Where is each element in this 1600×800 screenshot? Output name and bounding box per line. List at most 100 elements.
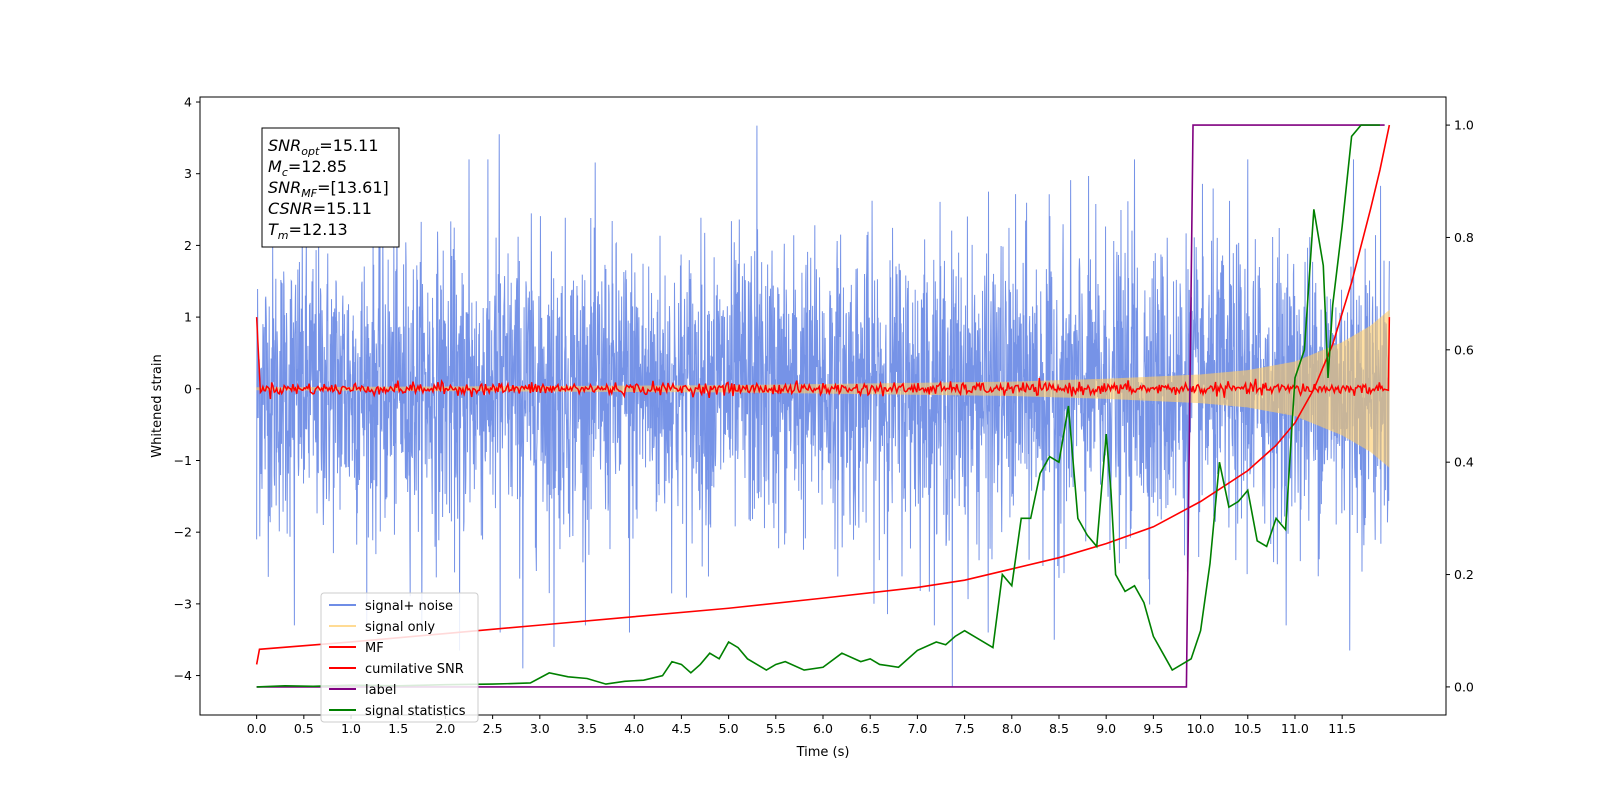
x-tick-label: 7.0	[907, 721, 927, 736]
signal-statistics-line	[256, 124, 1380, 688]
y2-tick-label: 0.2	[1454, 567, 1474, 582]
y2-tick-label: 0.4	[1454, 455, 1474, 470]
x-tick: 4.0	[624, 715, 644, 736]
y-tick-label: 1	[184, 310, 192, 325]
mf-series	[255, 317, 1391, 400]
y-tick-label: 4	[184, 95, 192, 110]
x-tick-label: 7.5	[955, 721, 975, 736]
x-tick-label: 0.5	[294, 721, 314, 736]
y2-tick: 1.0	[1446, 118, 1474, 133]
x-tick-label: 8.5	[1049, 721, 1069, 736]
x-tick: 7.0	[907, 715, 927, 736]
annotation-line: CSNR=15.11	[268, 199, 372, 218]
x-tick: 6.0	[813, 715, 833, 736]
legend-item: cumilative SNR	[329, 662, 464, 677]
signal-statistics-series	[256, 124, 1380, 688]
legend-label: signal statistics	[365, 704, 466, 719]
y-tick: −3	[174, 596, 200, 611]
x-tick-label: 1.5	[388, 721, 408, 736]
signal-noise-series	[256, 125, 1390, 687]
x-tick-label: 9.5	[1143, 721, 1163, 736]
y-tick: −2	[174, 525, 200, 540]
cumilative-snr-series	[255, 124, 1391, 665]
x-tick-label: 2.0	[435, 721, 455, 736]
annotation-line: Mc=12.85	[268, 157, 347, 179]
legend-frame	[320, 592, 479, 723]
stats-annotation-box: SNRopt=15.11Mc=12.85SNRMF=[13.61]CSNR=15…	[261, 127, 400, 248]
annotation-line: SNRopt=15.11	[268, 136, 379, 158]
y2-tick-label: 0.6	[1454, 342, 1474, 357]
x-tick: 0.5	[294, 715, 314, 736]
y-tick-label: 0	[184, 381, 192, 396]
x-tick-label: 10.0	[1187, 721, 1215, 736]
x-tick-label: 8.0	[1002, 721, 1022, 736]
legend-item: signal+ noise	[329, 599, 453, 614]
legend-item: signal statistics	[329, 704, 466, 719]
y2-tick: 0.4	[1446, 455, 1474, 470]
y-tick-label: 2	[184, 238, 192, 253]
y2-tick-label: 1.0	[1454, 118, 1474, 133]
legend-label: label	[365, 683, 396, 698]
x-tick-label: 2.5	[483, 721, 503, 736]
plot-area	[255, 124, 1391, 688]
legend-label: MF	[365, 641, 384, 656]
x-tick-label: 10.5	[1234, 721, 1262, 736]
axis-ticks: 0.0 0.5 1.0 1.5 2.0 2.5 3.0 3.5 4.0 4.5 5.0 5.5 6.0 6…	[174, 95, 1474, 736]
x-tick: 3.0	[530, 715, 550, 736]
label-series	[256, 124, 1385, 688]
x-tick-label: 5.0	[719, 721, 739, 736]
x-tick-label: 3.0	[530, 721, 550, 736]
y2-tick: 0.6	[1446, 342, 1474, 357]
y2-tick-label: 0.0	[1454, 679, 1474, 694]
x-tick: 0.0	[247, 715, 267, 736]
y-tick: 3	[184, 166, 200, 181]
x-tick-label: 6.5	[860, 721, 880, 736]
x-tick-label: 4.5	[671, 721, 691, 736]
x-tick: 9.5	[1143, 715, 1163, 736]
y2-tick: 0.2	[1446, 567, 1474, 582]
y-tick-label: −3	[174, 596, 192, 611]
y-tick: −4	[174, 668, 200, 683]
x-tick: 8.0	[1002, 715, 1022, 736]
x-tick: 5.5	[766, 715, 786, 736]
legend: signal+ noise signal only MF cumilative SNR…	[320, 592, 479, 723]
mf-line	[255, 317, 1391, 400]
y-tick-label: −2	[174, 525, 192, 540]
y-tick: 2	[184, 238, 200, 253]
y-tick: 0	[184, 381, 200, 396]
x-tick: 10.5	[1234, 715, 1262, 736]
x-tick: 9.0	[1096, 715, 1116, 736]
x-tick: 7.5	[955, 715, 975, 736]
x-tick: 11.5	[1328, 715, 1356, 736]
y-tick-label: −1	[174, 453, 192, 468]
x-tick: 10.0	[1187, 715, 1215, 736]
legend-item: signal only	[329, 620, 435, 635]
legend-item: label	[329, 683, 396, 698]
x-tick: 8.5	[1049, 715, 1069, 736]
x-axis-label: Time (s)	[796, 745, 850, 760]
x-tick-label: 1.0	[341, 721, 361, 736]
x-tick: 6.5	[860, 715, 880, 736]
x-tick-label: 4.0	[624, 721, 644, 736]
x-tick: 4.5	[671, 715, 691, 736]
y-tick-label: −4	[174, 668, 192, 683]
cumilative-snr-line	[255, 124, 1391, 665]
legend-label: signal only	[365, 620, 435, 635]
x-tick: 2.5	[483, 715, 503, 736]
annotation-line: SNRMF=[13.61]	[268, 178, 389, 200]
y-tick: 1	[184, 310, 200, 325]
legend-item: MF	[329, 641, 384, 656]
x-tick-label: 0.0	[247, 721, 267, 736]
y-tick: −1	[174, 453, 200, 468]
legend-label: signal+ noise	[365, 599, 453, 614]
x-tick: 5.0	[719, 715, 739, 736]
y2-tick: 0.8	[1446, 230, 1474, 245]
label-line	[256, 124, 1385, 688]
x-tick-label: 5.5	[766, 721, 786, 736]
x-tick-label: 3.5	[577, 721, 597, 736]
x-tick: 11.0	[1281, 715, 1309, 736]
x-tick-label: 11.5	[1328, 721, 1356, 736]
y-tick: 4	[184, 95, 200, 110]
legend-label: cumilative SNR	[365, 662, 464, 677]
